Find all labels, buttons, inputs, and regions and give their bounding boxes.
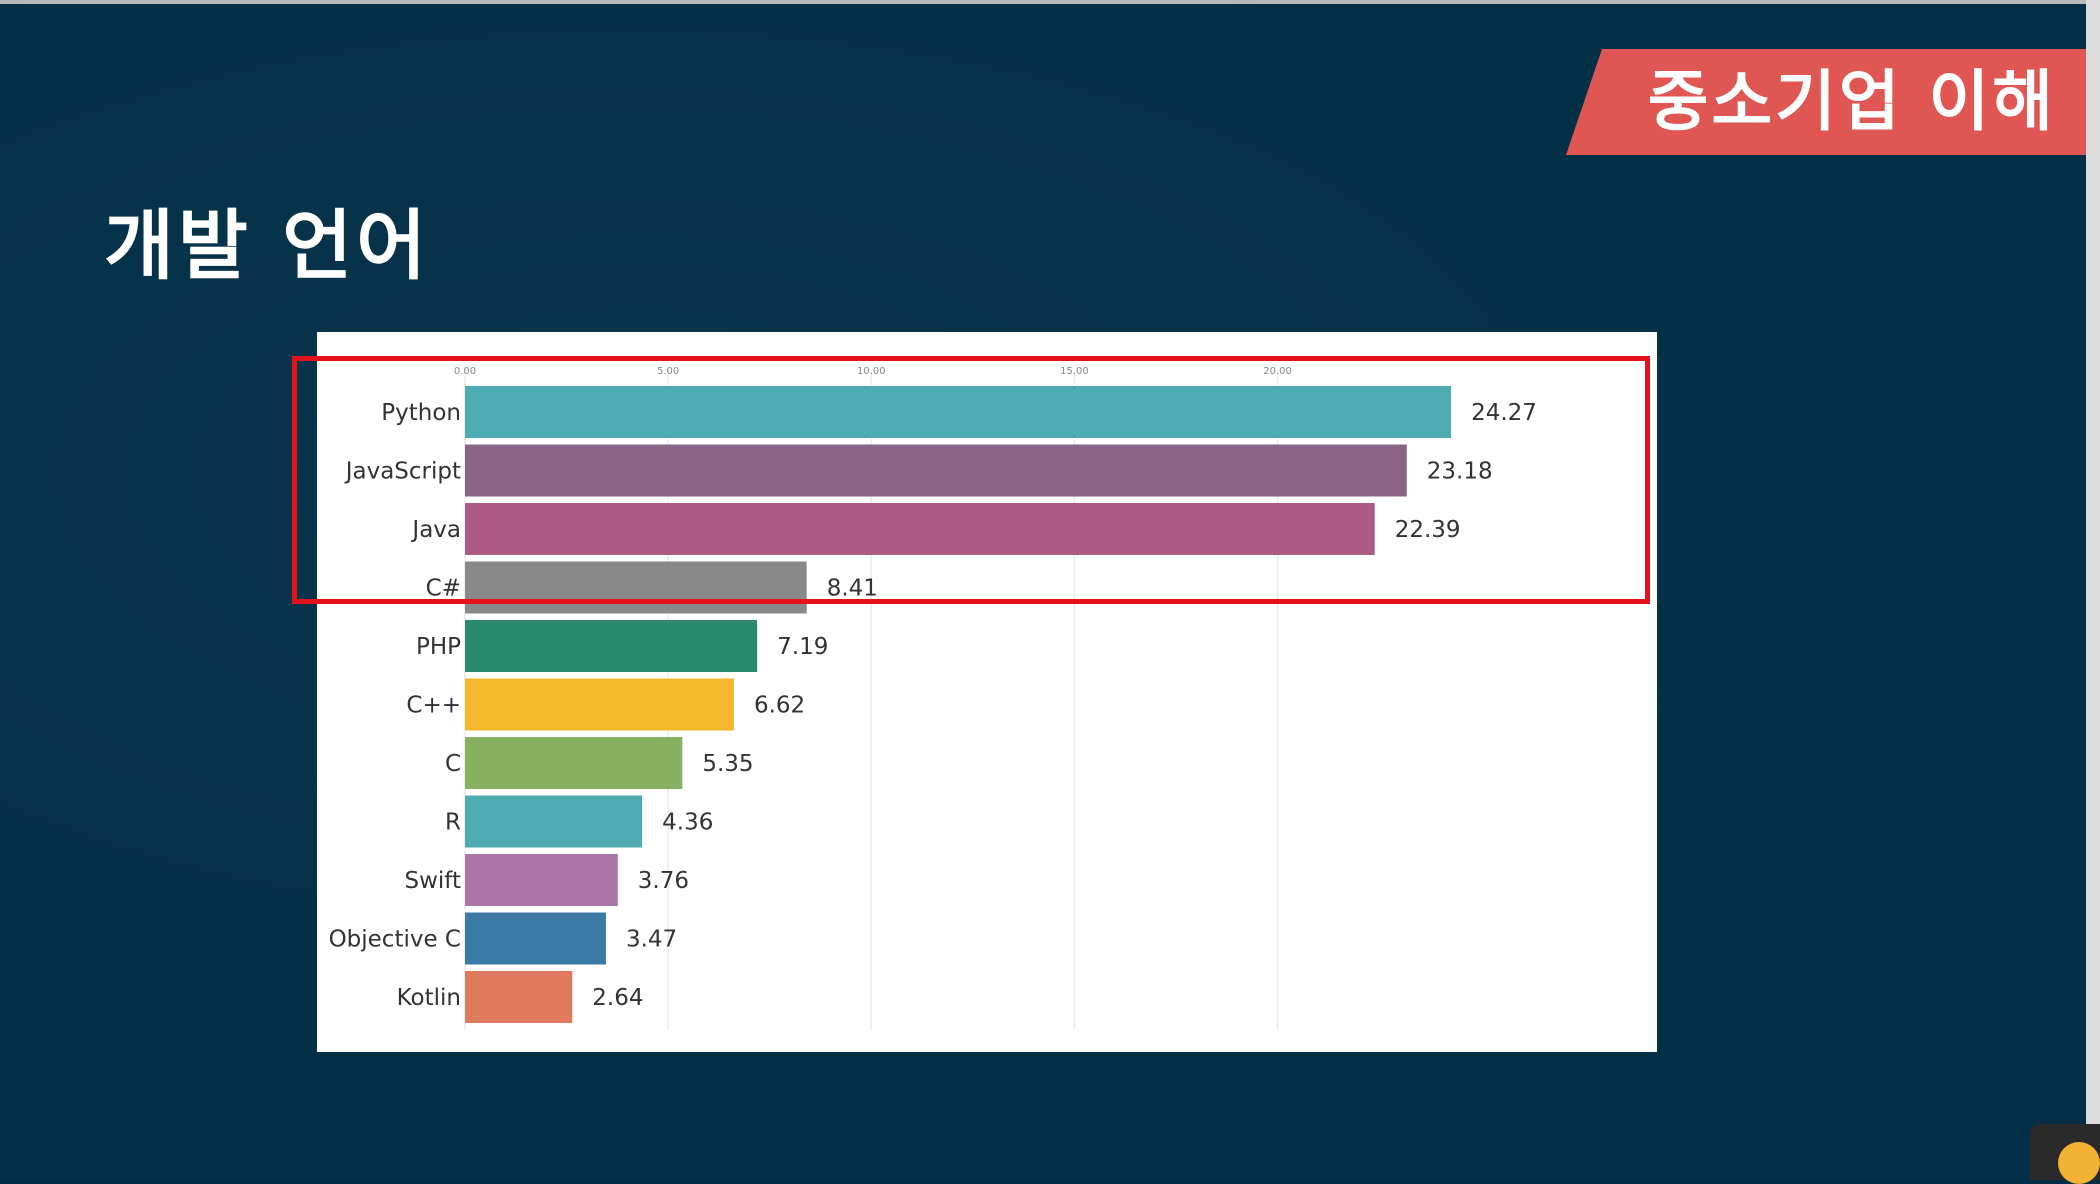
- category-label: Objective C: [329, 927, 461, 953]
- category-label: R: [445, 810, 461, 836]
- webcam-corner: [2030, 1124, 2100, 1184]
- value-label: 5.35: [702, 751, 753, 777]
- category-label: Kotlin: [397, 985, 461, 1011]
- bar-chart: 0.00 5.00 10.00 15.00 20.00 Python 24.27 JavaSc…: [329, 366, 1537, 1030]
- bar-kotlin: [465, 971, 573, 1023]
- bar-swift: [465, 854, 618, 906]
- bar-r: [465, 795, 643, 848]
- x-tick-label: 15.00: [1060, 366, 1089, 377]
- value-label: 8.41: [827, 576, 878, 602]
- value-label: 3.47: [626, 927, 677, 953]
- category-label: Python: [381, 400, 461, 426]
- bar-php: [465, 620, 758, 672]
- value-label: 22.39: [1395, 517, 1461, 543]
- category-label: C#: [426, 576, 461, 602]
- category-label: C: [445, 751, 461, 777]
- category-label: Java: [410, 517, 461, 543]
- slide-title: 개발 언어: [104, 201, 431, 290]
- window-top-edge: [0, 0, 2100, 4]
- bar-java: [465, 503, 1375, 555]
- bar-objective-c: [465, 912, 606, 965]
- x-tick-label: 0.00: [454, 366, 476, 377]
- value-label: 7.19: [777, 634, 828, 660]
- bar-python: [465, 386, 1452, 438]
- bar-javascript: [465, 444, 1407, 497]
- value-label: 2.64: [592, 985, 643, 1011]
- section-banner-label: 중소기업 이해: [1647, 63, 2056, 140]
- presentation-slide: 중소기업 이해 개발 언어 0.00 5.00 10.00 15.00 20.00 Pyt…: [0, 4, 2086, 1180]
- bar-c: [465, 737, 683, 789]
- section-banner: 중소기업 이해: [1566, 49, 2086, 155]
- category-label: C++: [406, 693, 461, 719]
- category-label: JavaScript: [344, 459, 461, 485]
- value-label: 24.27: [1471, 400, 1537, 426]
- value-label: 3.76: [638, 868, 689, 894]
- chart-panel: 0.00 5.00 10.00 15.00 20.00 Python 24.27 JavaSc…: [317, 332, 1657, 1052]
- bar-c-: [465, 561, 807, 614]
- value-label: 4.36: [662, 810, 713, 836]
- x-tick-label: 10.00: [857, 366, 886, 377]
- window-right-edge: [2086, 0, 2100, 1180]
- value-label: 6.62: [754, 693, 805, 719]
- bar-c-: [465, 678, 734, 731]
- category-label: Swift: [404, 868, 461, 894]
- avatar: [2058, 1142, 2100, 1184]
- x-tick-label: 20.00: [1263, 366, 1292, 377]
- category-label: PHP: [416, 634, 461, 660]
- value-label: 23.18: [1427, 459, 1493, 485]
- x-tick-label: 5.00: [657, 366, 679, 377]
